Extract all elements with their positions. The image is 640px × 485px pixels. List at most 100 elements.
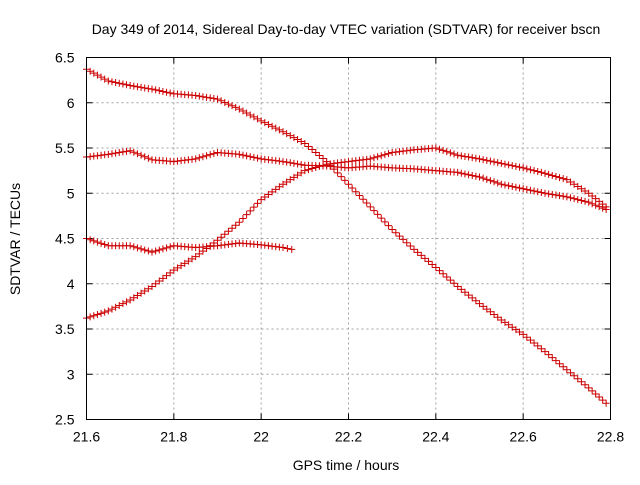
data-point [159,87,167,95]
data-point [512,326,520,334]
data-point [126,296,134,304]
data-point [566,194,574,202]
data-point [203,244,211,252]
data-point [294,160,302,168]
data-point [508,182,516,190]
data-point [541,348,549,356]
data-point [155,246,163,254]
data-point [155,87,163,95]
data-point [526,186,534,194]
data-point [374,153,382,161]
data-point [112,149,120,157]
data-point [283,178,291,186]
data-point [319,155,327,163]
data-point [137,151,145,159]
data-point [490,311,498,319]
data-point [432,144,440,152]
data-point [126,147,134,155]
data-point [476,300,483,308]
data-point [214,236,221,244]
data-point [163,88,171,96]
data-point [548,354,556,362]
data-point [465,171,473,179]
data-point [588,200,596,208]
data-point [563,193,571,201]
data-point [461,288,469,296]
data-point [155,277,163,285]
data-point [115,301,123,309]
data-point [494,313,502,321]
x-tick-label: 21.8 [160,429,187,445]
data-point [574,196,582,204]
data-point [516,163,524,171]
data-point [101,75,109,83]
series-arc-3 [83,235,296,256]
data-point [552,191,560,199]
data-point [192,92,200,100]
data-point [279,128,287,136]
data-point [148,248,156,256]
data-point [257,196,265,204]
data-point [86,67,94,75]
data-point [457,169,465,177]
data-point [86,236,94,244]
data-point [304,166,312,174]
data-point [123,147,131,155]
data-point [235,150,243,158]
data-point [523,165,531,173]
data-point [279,180,287,188]
data-point [501,160,509,168]
data-point [534,342,542,350]
data-point [556,192,564,200]
data-point [523,333,531,341]
data-point [366,203,374,211]
data-point [446,149,454,157]
data-point [559,175,567,183]
data-point [577,196,585,204]
data-point [232,221,240,229]
data-point [112,79,120,87]
data-point [119,300,127,308]
data-point [472,154,480,162]
data-point [199,247,207,255]
data-point [315,152,323,160]
data-point [288,245,296,253]
data-point [137,83,145,91]
data-point [246,111,254,119]
data-point [224,100,232,108]
x-tick-label: 21.6 [73,429,100,445]
data-point [115,149,123,157]
data-point [264,120,272,128]
data-point [461,170,469,178]
data-point [446,276,454,284]
data-point [104,150,112,158]
data-point [308,165,316,173]
data-point [130,82,138,90]
data-point [417,251,425,259]
data-point [126,82,134,90]
data-point [254,154,262,162]
data-point [472,172,480,180]
data-point [468,154,476,162]
data-point [381,151,389,159]
data-point [577,378,585,386]
y-tick-label: 3.5 [55,321,75,337]
data-point [133,83,141,91]
data-point [457,152,465,160]
data-point [133,150,141,158]
data-point [439,146,447,154]
data-point [337,173,345,181]
data-point [341,176,349,184]
data-point [195,250,203,258]
data-point [479,156,487,164]
data-point [570,372,578,380]
data-point [261,193,269,201]
data-point [224,227,232,235]
data-point [115,79,123,87]
data-point [130,243,138,251]
data-point [228,102,236,110]
data-point [541,169,549,177]
data-point [90,69,98,77]
y-tick-label: 5 [67,185,75,201]
